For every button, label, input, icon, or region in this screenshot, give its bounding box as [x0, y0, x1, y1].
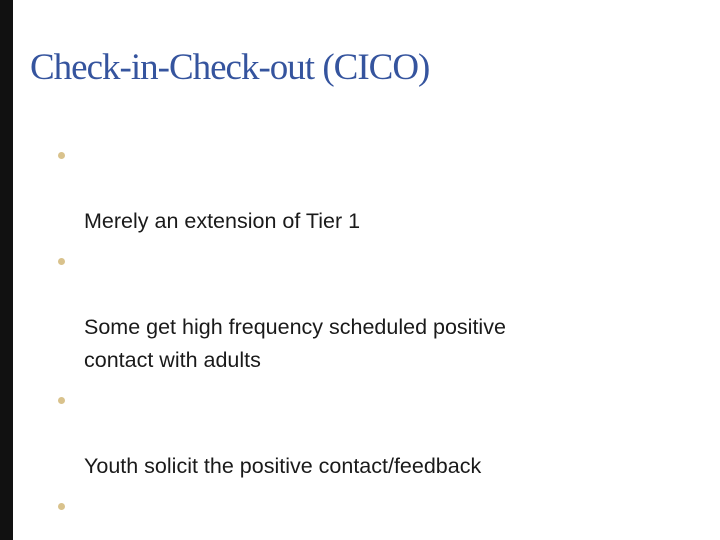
bullet-dot-icon [58, 397, 65, 404]
left-edge-bar [0, 0, 13, 540]
bullet-item: Low effort for teacher if built on Tier … [46, 490, 670, 540]
bullet-item-text: Some get high frequency scheduled positi… [84, 315, 506, 372]
bullet-dot-icon [58, 152, 65, 159]
bullet-dot-icon [58, 258, 65, 265]
bullet-item: Youth solicit the positive contact/feedb… [46, 384, 670, 483]
slide-title: Check-in-Check-out (CICO) [30, 47, 430, 88]
bullet-item: Merely an extension of Tier 1 [46, 139, 670, 238]
bullet-list: Merely an extension of Tier 1 Some get h… [46, 139, 670, 540]
bullet-item-text: Merely an extension of Tier 1 [84, 209, 361, 233]
bullet-item-text: Youth solicit the positive contact/feedb… [84, 454, 482, 478]
bullet-dot-icon [58, 503, 65, 510]
bullet-item: Some get high frequency scheduled positi… [46, 245, 670, 377]
